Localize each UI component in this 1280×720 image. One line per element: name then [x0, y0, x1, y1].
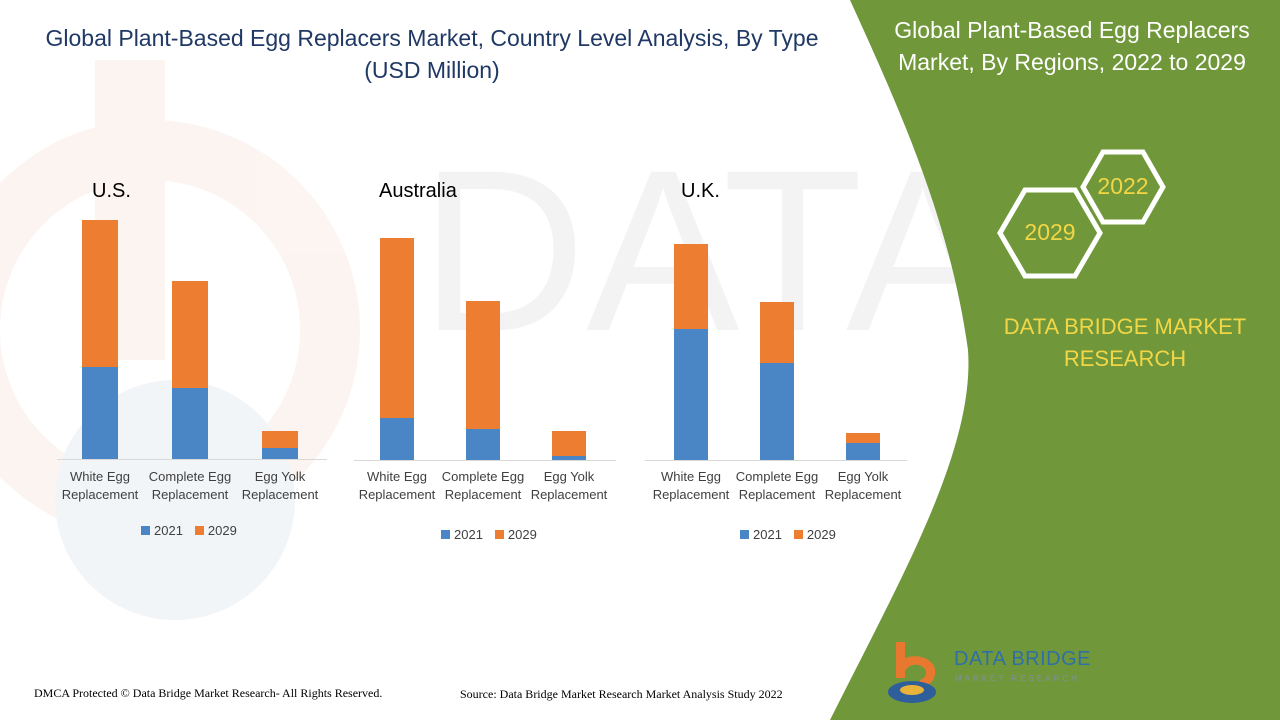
category-label: Complete Egg Replacement — [145, 468, 235, 504]
legend-swatch — [141, 526, 150, 535]
category-label: Egg Yolk Replacement — [524, 468, 614, 504]
bar-2029 — [380, 238, 414, 418]
legend-label: 2021 — [454, 527, 483, 542]
category-label: Complete Egg Replacement — [438, 468, 528, 504]
bar-2021 — [172, 388, 208, 459]
brand-line-2: RESEARCH — [1063, 346, 1187, 371]
brand-line-1: DATA BRIDGE MARKET — [1003, 314, 1247, 339]
category-label-line: White Egg — [70, 469, 130, 484]
category-label-line: Replacement — [824, 487, 902, 502]
bar-2029 — [172, 281, 208, 388]
bar-2021 — [760, 363, 794, 460]
brand-text: DATA BRIDGE MARKET RESEARCH — [985, 311, 1265, 375]
copyright-text: DMCA Protected © Data Bridge Market Rese… — [34, 686, 383, 700]
category-label-line: Complete Egg — [735, 469, 819, 484]
legend-item-2021: 2021 — [141, 523, 183, 538]
category-label-line: Replacement — [652, 487, 730, 502]
category-label-line: Replacement — [738, 487, 816, 502]
legend: 2021 2029 — [740, 527, 848, 542]
legend-label: 2021 — [753, 527, 782, 542]
legend-swatch — [740, 530, 749, 539]
category-label-line: Complete Egg — [441, 469, 525, 484]
bar-2029 — [552, 431, 586, 456]
category-label: White Egg Replacement — [55, 468, 145, 504]
legend-item-2029: 2029 — [194, 523, 237, 538]
green-panel — [830, 0, 1280, 720]
category-label-line: White Egg — [367, 469, 427, 484]
chart-title: U.S. — [92, 180, 131, 202]
category-label-line: White Egg — [661, 469, 721, 484]
chart-title: U.K. — [681, 180, 720, 202]
legend-swatch — [194, 526, 204, 535]
category-label-line: Replacement — [444, 487, 522, 502]
bar-2029 — [674, 244, 708, 329]
legend-label: 2021 — [154, 523, 183, 538]
bar-2029 — [82, 220, 118, 367]
category-label-line: Replacement — [530, 487, 608, 502]
legend-swatch — [494, 530, 504, 539]
legend-item-2021: 2021 — [740, 527, 782, 542]
hex-year-2029: 2029 — [1024, 219, 1076, 245]
legend: 2021 2029 — [141, 523, 249, 538]
hex-2029 — [997, 187, 1103, 279]
category-label: Complete Egg Replacement — [732, 468, 822, 504]
bar-2029 — [760, 302, 794, 363]
legend-item-2021: 2021 — [441, 527, 483, 542]
category-label: Egg Yolk Replacement — [818, 468, 908, 504]
bar-2029 — [846, 433, 880, 443]
category-label-line: Egg Yolk — [543, 469, 595, 484]
chart-us: U.S. White Egg Replacement Complete Egg … — [52, 170, 332, 560]
bar-2021 — [380, 418, 414, 460]
legend: 2021 2029 — [441, 527, 549, 542]
legend-item-2029: 2029 — [793, 527, 836, 542]
category-label: Egg Yolk Replacement — [235, 468, 325, 504]
bar-2021 — [262, 448, 298, 459]
chart-australia: Australia White Egg Replacement Complete… — [352, 170, 632, 560]
bar-2021 — [846, 443, 880, 460]
logo-text: DATA BRIDGE — [954, 648, 1092, 670]
category-label-line: Replacement — [151, 487, 229, 502]
bar-2021 — [552, 456, 586, 460]
logo-tagline: MARKET RESEARCH — [955, 674, 1080, 683]
bar-2029 — [466, 301, 500, 429]
right-panel-title: Global Plant-Based Egg Replacers Market,… — [894, 17, 1250, 75]
logo-icon — [888, 642, 936, 703]
category-label: White Egg Replacement — [646, 468, 736, 504]
category-label-line: Replacement — [358, 487, 436, 502]
legend-label: 2029 — [207, 523, 237, 538]
bar-2021 — [82, 367, 118, 459]
hex-2022 — [1080, 149, 1166, 225]
chart-plot — [645, 244, 907, 461]
category-label-line: Egg Yolk — [254, 469, 306, 484]
category-label-line: Replacement — [61, 487, 139, 502]
legend-swatch — [441, 530, 450, 539]
bar-2021 — [674, 329, 708, 460]
category-label: White Egg Replacement — [352, 468, 442, 504]
main-title: Global Plant-Based Egg Replacers Market,… — [45, 25, 819, 83]
legend-item-2029: 2029 — [494, 527, 537, 542]
hex-year-2022: 2022 — [1097, 173, 1149, 199]
chart-uk: U.K. White Egg Replacement Complete Egg … — [645, 170, 925, 560]
legend-label: 2029 — [806, 527, 836, 542]
category-label-line: Complete Egg — [148, 469, 232, 484]
chart-plot — [354, 238, 616, 461]
legend-label: 2029 — [507, 527, 537, 542]
legend-swatch — [793, 530, 803, 539]
source-text: Source: Data Bridge Market Research Mark… — [460, 687, 783, 701]
category-label-line: Egg Yolk — [837, 469, 889, 484]
bar-2029 — [262, 431, 298, 448]
chart-plot — [57, 220, 327, 460]
chart-title: Australia — [379, 180, 457, 202]
category-label-line: Replacement — [241, 487, 319, 502]
bar-2021 — [466, 429, 500, 460]
